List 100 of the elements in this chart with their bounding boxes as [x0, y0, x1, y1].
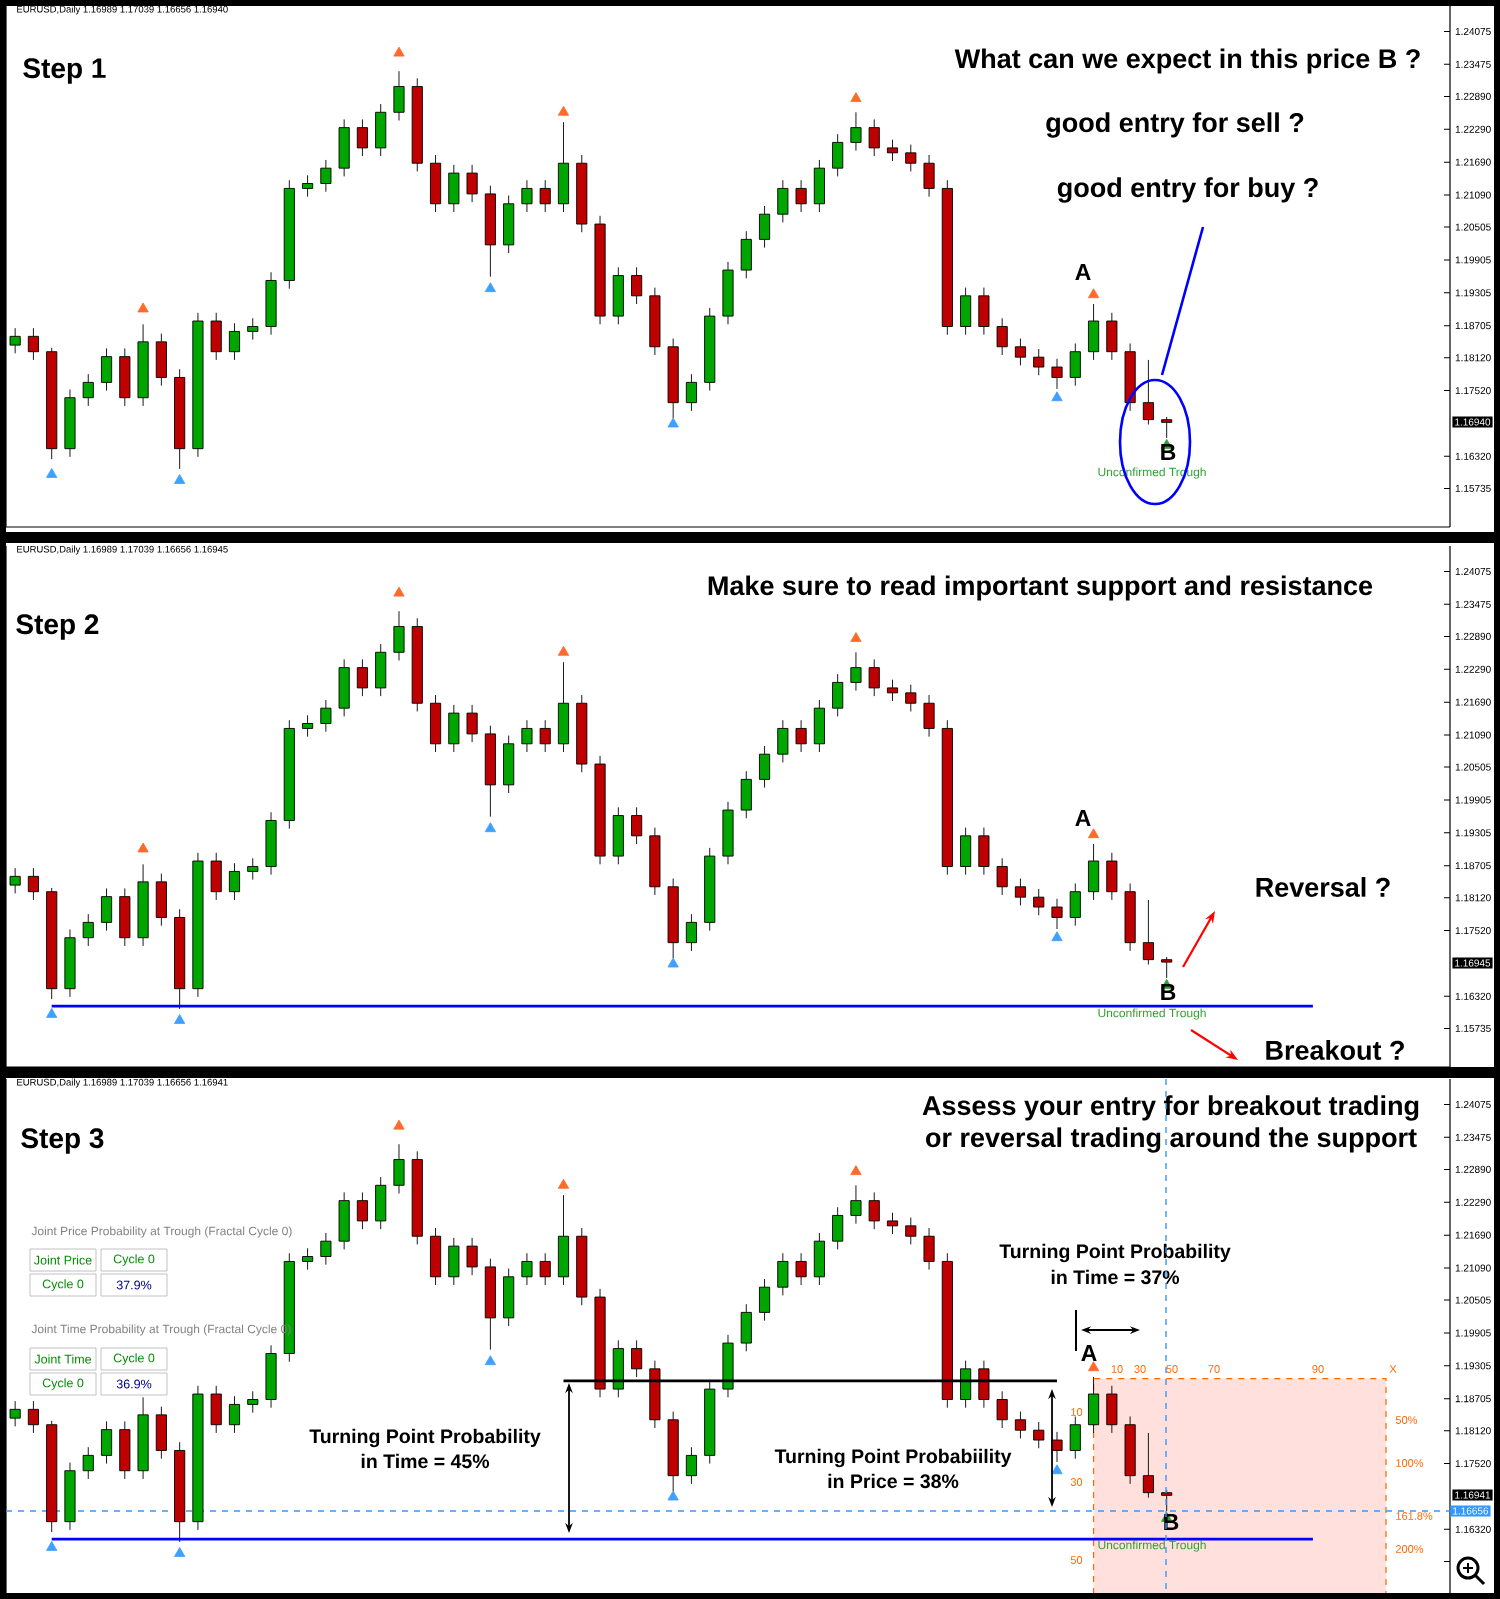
candlestick — [320, 1232, 332, 1266]
y-tick-label: 1.21090 — [1455, 1264, 1491, 1272]
y-tick-label: 1.19905 — [1455, 1329, 1491, 1337]
candlestick — [740, 230, 752, 279]
candlestick — [850, 651, 862, 692]
candlestick — [393, 610, 405, 661]
annotation: B — [1164, 1514, 1179, 1530]
annotation: 70 — [1208, 1365, 1220, 1373]
candlestick — [192, 852, 204, 998]
y-tick-label: 1.20505 — [1455, 1296, 1491, 1304]
candlestick — [265, 811, 277, 876]
y-tick-label: 1.21690 — [1455, 158, 1491, 166]
candlestick — [1088, 1376, 1100, 1434]
y-tick-label: 1.22890 — [1455, 1165, 1491, 1173]
candlestick — [375, 103, 387, 157]
candlestick — [521, 179, 533, 213]
candlestick — [375, 1176, 387, 1230]
point — [667, 1490, 679, 1501]
candlestick — [429, 694, 442, 753]
candlestick — [612, 806, 624, 865]
annotation: A — [1075, 264, 1091, 280]
candlestick — [1014, 878, 1027, 906]
y-tick-label: 1.22290 — [1455, 665, 1491, 673]
candlestick — [9, 327, 21, 354]
candlestick — [795, 1252, 807, 1286]
candlestick — [758, 205, 771, 249]
candlestick — [448, 704, 460, 753]
annotation: 90 — [1312, 1365, 1324, 1373]
candlestick — [9, 1400, 21, 1427]
candlestick — [46, 887, 58, 1000]
candlestick — [521, 1252, 533, 1286]
text: 1.16945 — [1455, 959, 1491, 967]
candlestick — [27, 327, 39, 361]
candlestick — [27, 1400, 39, 1434]
text: Unconfirmed Trough — [1098, 1008, 1206, 1020]
candlestick — [978, 287, 990, 336]
candlestick — [155, 873, 167, 927]
candlestick — [448, 164, 460, 213]
candlestick — [868, 658, 880, 697]
annotation: good entry for sell ? — [1046, 112, 1304, 138]
point — [137, 302, 149, 313]
annotation: Breakout ? — [1266, 1040, 1404, 1060]
candlestick — [685, 913, 698, 952]
y-tick-label: 1.23475 — [1455, 600, 1491, 608]
candlestick — [302, 174, 314, 198]
annotation: 200% — [1395, 1545, 1424, 1553]
candlestick — [137, 863, 149, 947]
point — [174, 474, 186, 484]
annotation: What can we expect in this price B ? — [954, 48, 1420, 74]
candlestick — [1124, 343, 1136, 412]
candlestick — [210, 1385, 222, 1434]
annotation: Turning Point Probability — [999, 1243, 1231, 1263]
annotation: 10 — [1071, 1408, 1083, 1416]
candlestick — [356, 658, 368, 697]
text: Unconfirmed Trough — [1098, 1540, 1206, 1552]
candlestick — [466, 164, 478, 203]
candlestick — [137, 323, 149, 407]
annotation: 161.8% — [1396, 1512, 1433, 1520]
candlestick — [174, 1441, 186, 1543]
candlestick — [119, 1420, 131, 1480]
candlestick — [484, 725, 496, 818]
candlestick — [1033, 888, 1045, 916]
point — [557, 1178, 570, 1189]
candlestick — [905, 144, 917, 172]
candlestick — [228, 322, 241, 361]
candlestick — [1161, 956, 1173, 979]
y-tick-label: 1.18705 — [1455, 862, 1491, 870]
candlestick — [338, 1191, 350, 1250]
y-tick-label: 1.17520 — [1455, 387, 1491, 395]
candlestick — [978, 827, 990, 876]
candlestick — [941, 719, 953, 876]
point — [484, 1355, 496, 1366]
candlestick — [174, 908, 186, 1010]
y-tick-label: 1.15735 — [1455, 484, 1491, 492]
candlestick — [100, 887, 113, 932]
candlestick — [265, 1344, 277, 1409]
candlestick — [594, 755, 606, 865]
candlestick — [338, 118, 350, 177]
ref-line-label: 1.16656 — [1453, 1507, 1489, 1515]
candlestick — [302, 1247, 314, 1271]
annotation: Joint Price Probability at Trough (Fractal Cycle 0) — [31, 1226, 292, 1238]
y-tick-label: 1.19305 — [1455, 1362, 1491, 1370]
candlestick — [576, 1227, 588, 1306]
candlestick — [649, 287, 661, 356]
y-tick-label: 1.16320 — [1455, 992, 1491, 1000]
candlestick — [521, 719, 533, 753]
point — [850, 1165, 862, 1175]
candlestick — [905, 684, 917, 712]
candlestick — [46, 347, 58, 460]
candlestick — [795, 719, 807, 753]
candlestick — [996, 1390, 1008, 1429]
candlestick — [923, 1227, 935, 1271]
annotation: A — [1081, 1345, 1097, 1361]
annotation: or reversal trading around the support — [926, 1127, 1417, 1153]
candlestick — [722, 261, 734, 325]
annotation: 100% — [1396, 1459, 1424, 1467]
candlestick — [210, 852, 222, 901]
candlestick — [886, 1212, 899, 1235]
candlestick — [996, 857, 1008, 896]
annotation: A — [1075, 810, 1091, 826]
